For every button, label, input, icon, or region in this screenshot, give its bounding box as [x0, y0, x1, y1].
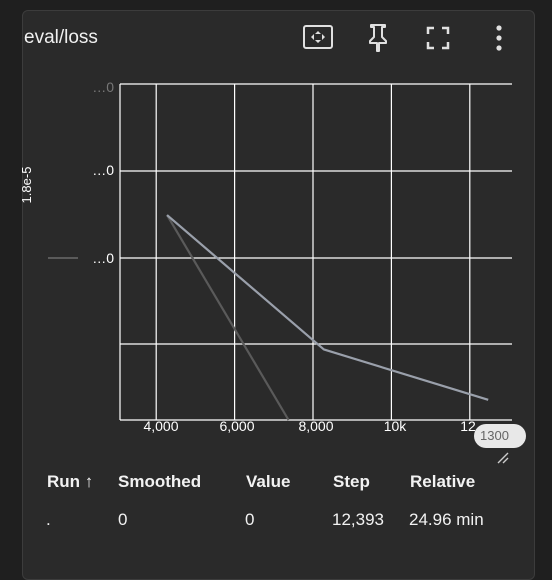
header-value: Value	[246, 472, 291, 491]
header-smoothed: Smoothed	[118, 472, 202, 491]
header-step: Step	[333, 472, 370, 491]
y-tick-label: …0	[92, 250, 114, 266]
x-tick-label: 12	[460, 418, 476, 434]
fullscreen-button[interactable]	[422, 22, 454, 54]
x-tick-label: 10k	[383, 418, 407, 434]
x-tick-label: 6,000	[219, 418, 255, 434]
series-line	[166, 214, 489, 401]
fullscreen-icon	[426, 26, 450, 50]
line-chart[interactable]	[0, 0, 552, 470]
card-title: eval/loss	[24, 27, 98, 48]
header-run[interactable]: Run ↑	[47, 472, 94, 491]
cell-step: 12,393	[332, 510, 384, 529]
chart-grid	[119, 83, 512, 421]
x-range-pill[interactable]: 1300	[474, 424, 526, 448]
y-tick-label: …0	[92, 162, 114, 178]
x-tick-label: 8,000	[298, 418, 334, 434]
pin-icon	[369, 24, 387, 52]
header-relative: Relative	[410, 472, 476, 491]
y-tick-label: …0	[92, 79, 114, 95]
scalar-card	[22, 10, 535, 580]
cell-value: 0	[245, 510, 255, 529]
series-line	[166, 214, 290, 421]
x-tick-label: 4,000	[143, 418, 179, 434]
fit-to-data-icon	[303, 25, 333, 49]
resize-handle-icon[interactable]	[497, 452, 509, 464]
cell-run: .	[46, 510, 51, 529]
chart-series	[166, 214, 489, 421]
pin-button[interactable]	[362, 22, 394, 54]
fit-to-data-button[interactable]	[302, 22, 334, 54]
cell-relative: 24.96 min	[409, 510, 484, 529]
cell-smoothed: 0	[118, 510, 128, 529]
more-options-button[interactable]	[483, 22, 515, 54]
more-vert-icon	[496, 25, 502, 51]
